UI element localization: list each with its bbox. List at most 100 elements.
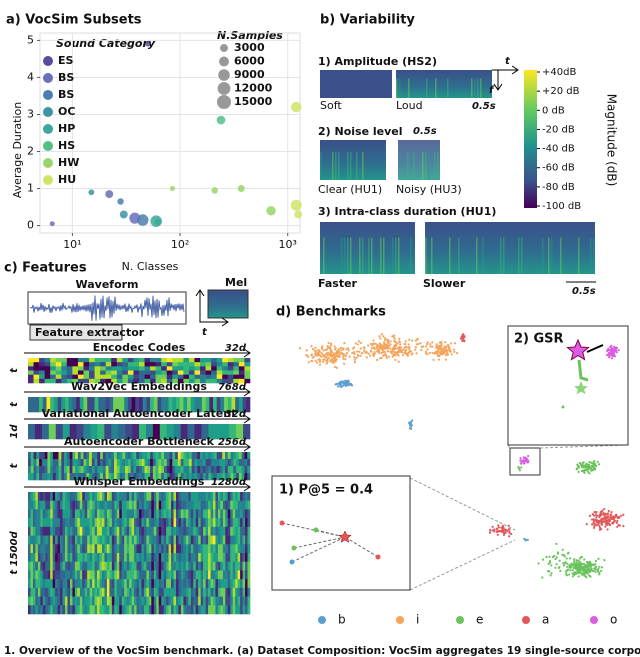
- embedding-point: [578, 557, 581, 560]
- heatmap-cell: [202, 473, 206, 481]
- heatmap-cell: [225, 473, 229, 481]
- heatmap-cell: [161, 466, 165, 474]
- heatmap-cell: [240, 544, 243, 554]
- heatmap-cell: [210, 518, 214, 528]
- heatmap-cell: [156, 587, 160, 597]
- embedding-point: [373, 342, 377, 345]
- heatmap-cell: [50, 570, 53, 580]
- heatmap-cell: [42, 605, 46, 615]
- heatmap-cell: [77, 526, 81, 536]
- heatmap-cell: [241, 459, 245, 467]
- spectrogram-texture: [551, 237, 553, 274]
- heatmap-cell: [129, 561, 132, 571]
- heatmap-cell: [109, 526, 113, 536]
- heatmap-cell: [188, 535, 192, 545]
- embedding-point: [452, 348, 456, 351]
- label: Waveform: [75, 278, 138, 291]
- heatmap-cell: [238, 452, 242, 460]
- heatmap-cell: [213, 526, 216, 536]
- heatmap-cell: [37, 553, 41, 563]
- embedding-point: [592, 521, 595, 525]
- heatmap-cell: [190, 587, 194, 597]
- heatmap-cell: [227, 553, 231, 563]
- embedding-point: [385, 356, 388, 359]
- heatmap-cell: [237, 509, 241, 519]
- heatmap-cell: [176, 492, 179, 502]
- heatmap-cell: [79, 605, 83, 615]
- heatmap-cell: [32, 535, 36, 545]
- heatmap-cell: [134, 570, 137, 580]
- heatmap-cell: [94, 553, 98, 563]
- heatmap-cell: [111, 526, 115, 536]
- neighbour-point: [289, 559, 295, 565]
- embedding-point: [397, 360, 400, 363]
- heatmap-cell: [237, 561, 241, 571]
- heatmap-cell: [205, 553, 209, 563]
- heatmap-cell: [211, 358, 217, 363]
- heatmap-cell: [66, 473, 70, 481]
- heatmap-cell: [232, 492, 236, 502]
- heatmap-cell: [126, 561, 130, 571]
- heatmap-cell: [129, 500, 132, 510]
- heatmap-cell: [166, 370, 173, 375]
- heatmap-cell: [116, 526, 120, 536]
- embedding-point: [363, 347, 366, 350]
- heatmap-cell: [220, 526, 224, 536]
- heatmap-cell: [33, 370, 40, 375]
- heatmap-cell: [242, 492, 246, 502]
- heatmap-cell: [148, 596, 152, 606]
- heatmap-cell: [247, 466, 251, 474]
- heatmap-cell: [102, 535, 105, 545]
- heatmap-cell: [203, 570, 206, 580]
- point: [169, 186, 175, 192]
- heatmap-cell: [44, 370, 51, 375]
- heatmap-cell: [150, 397, 155, 413]
- heatmap-cell: [36, 459, 40, 467]
- embedding-point: [372, 354, 376, 358]
- heatmap-cell: [50, 579, 53, 589]
- heatmap-cell: [133, 362, 140, 367]
- heatmap-cell: [141, 579, 145, 589]
- heatmap-cell: [77, 452, 82, 460]
- heatmap-cell: [151, 579, 155, 589]
- embedding-point: [404, 340, 407, 343]
- embedding-point: [555, 542, 558, 545]
- heatmap-cell: [139, 492, 142, 502]
- embedding-point: [312, 347, 315, 351]
- heatmap-cell: [244, 466, 248, 474]
- heatmap-cell: [102, 459, 106, 467]
- heatmap-cell: [200, 362, 206, 367]
- row-title: Wav2Vec Embeddings: [71, 380, 207, 393]
- embedding-point: [426, 342, 429, 346]
- heatmap-cell: [114, 544, 118, 554]
- heatmap-cell: [180, 424, 188, 440]
- embedding-point: [318, 363, 322, 366]
- heatmap-cell: [35, 553, 39, 563]
- heatmap-cell: [236, 424, 244, 440]
- heatmap-cell: [203, 535, 206, 545]
- heatmap-cell: [222, 587, 226, 597]
- heatmap-cell: [225, 492, 229, 502]
- embedding-point: [398, 345, 401, 349]
- heatmap-cell: [28, 362, 34, 367]
- heatmap-cell: [245, 561, 248, 571]
- spectrogram-texture: [593, 237, 595, 274]
- heatmap-cell: [39, 378, 45, 384]
- heatmap-cell: [111, 544, 115, 554]
- heatmap-cell: [172, 362, 179, 367]
- embedding-point: [326, 358, 329, 361]
- legend-swatch: [522, 616, 530, 624]
- heatmap-cell: [213, 509, 216, 519]
- embedding-point: [378, 342, 381, 345]
- heatmap-cell: [83, 374, 90, 380]
- x-tick-label: 10¹: [63, 238, 81, 251]
- heatmap-cell: [45, 492, 49, 502]
- embedding-point: [610, 517, 614, 521]
- embedding-point: [573, 566, 576, 569]
- heatmap-cell: [247, 570, 251, 580]
- heatmap-cell: [44, 378, 51, 384]
- embedding-point: [563, 555, 566, 558]
- embedding-point: [592, 569, 595, 573]
- zoom-line: [507, 444, 629, 449]
- heatmap-cell: [87, 561, 90, 571]
